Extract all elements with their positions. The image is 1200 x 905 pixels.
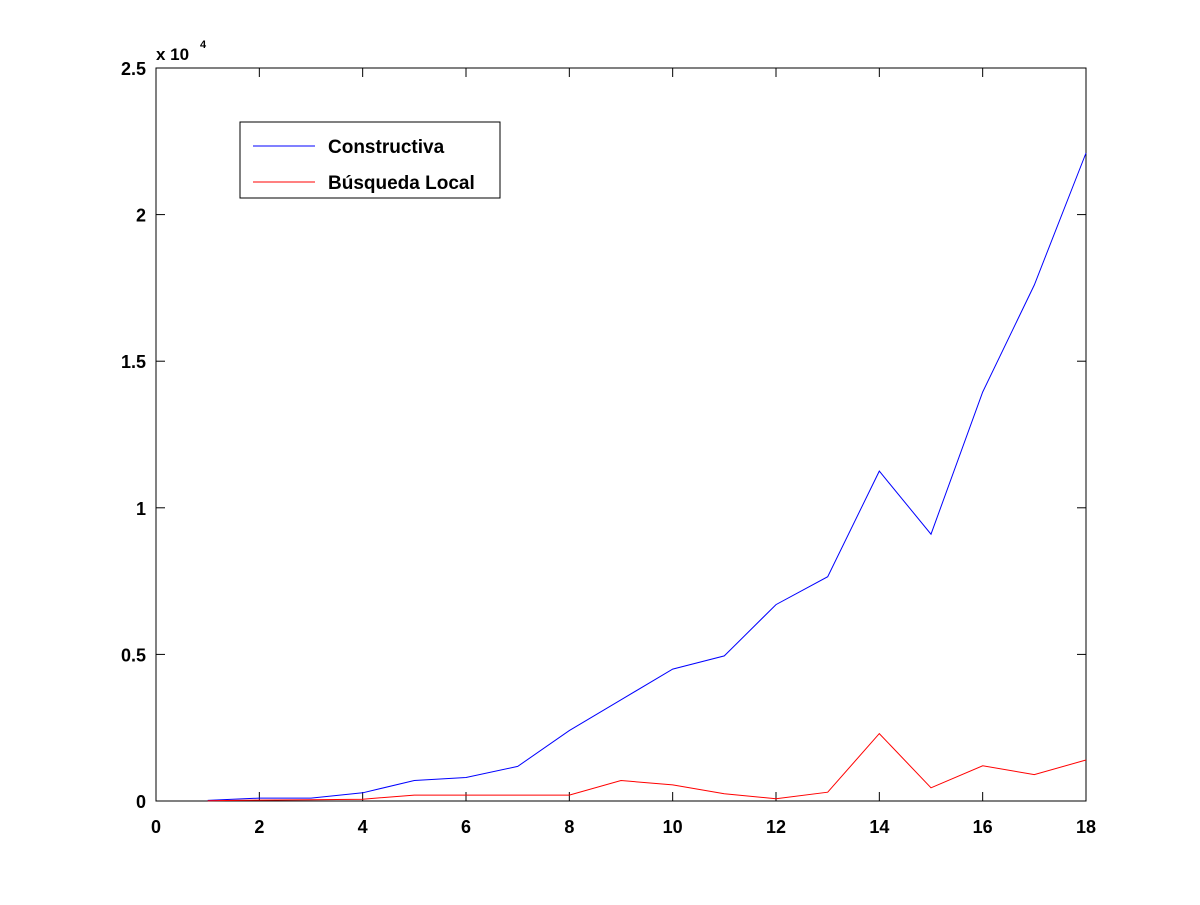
series-lines — [207, 152, 1087, 802]
x-tick-label: 14 — [869, 817, 889, 837]
x-tick-label: 0 — [151, 817, 161, 837]
y-tick-label: 2.5 — [121, 59, 146, 79]
legend-box — [239, 121, 501, 199]
x-tick-label: 10 — [663, 817, 683, 837]
legend-label-0: Constructiva — [328, 137, 445, 158]
y-tick-label: 0.5 — [121, 645, 146, 665]
x-tick-label: 2 — [254, 817, 264, 837]
x-axis: 0 2 4 6 8 10 12 14 16 18 — [151, 68, 1096, 837]
legend: Constructiva Búsqueda Local — [239, 121, 501, 199]
y-tick-label: 0 — [136, 792, 146, 812]
x-tick-label: 12 — [766, 817, 786, 837]
y-axis: 0 0.5 1 1.5 2 2.5 — [121, 59, 1086, 812]
y-tick-label: 2 — [136, 206, 146, 226]
x-tick-label: 6 — [461, 817, 471, 837]
x-tick-label: 8 — [564, 817, 574, 837]
series-line-1 — [207, 732, 1087, 802]
x-tick-label: 4 — [358, 817, 368, 837]
legend-label-1: Búsqueda Local — [328, 173, 475, 194]
y-multiplier-exponent: 4 — [200, 39, 207, 51]
x-tick-label: 16 — [973, 817, 993, 837]
series-line-0 — [207, 152, 1087, 801]
y-axis-multiplier: x 10 4 — [156, 39, 207, 64]
y-tick-label: 1 — [136, 499, 146, 519]
x-tick-label: 18 — [1076, 817, 1096, 837]
y-tick-label: 1.5 — [121, 352, 146, 372]
y-multiplier-base: x 10 — [156, 45, 189, 64]
